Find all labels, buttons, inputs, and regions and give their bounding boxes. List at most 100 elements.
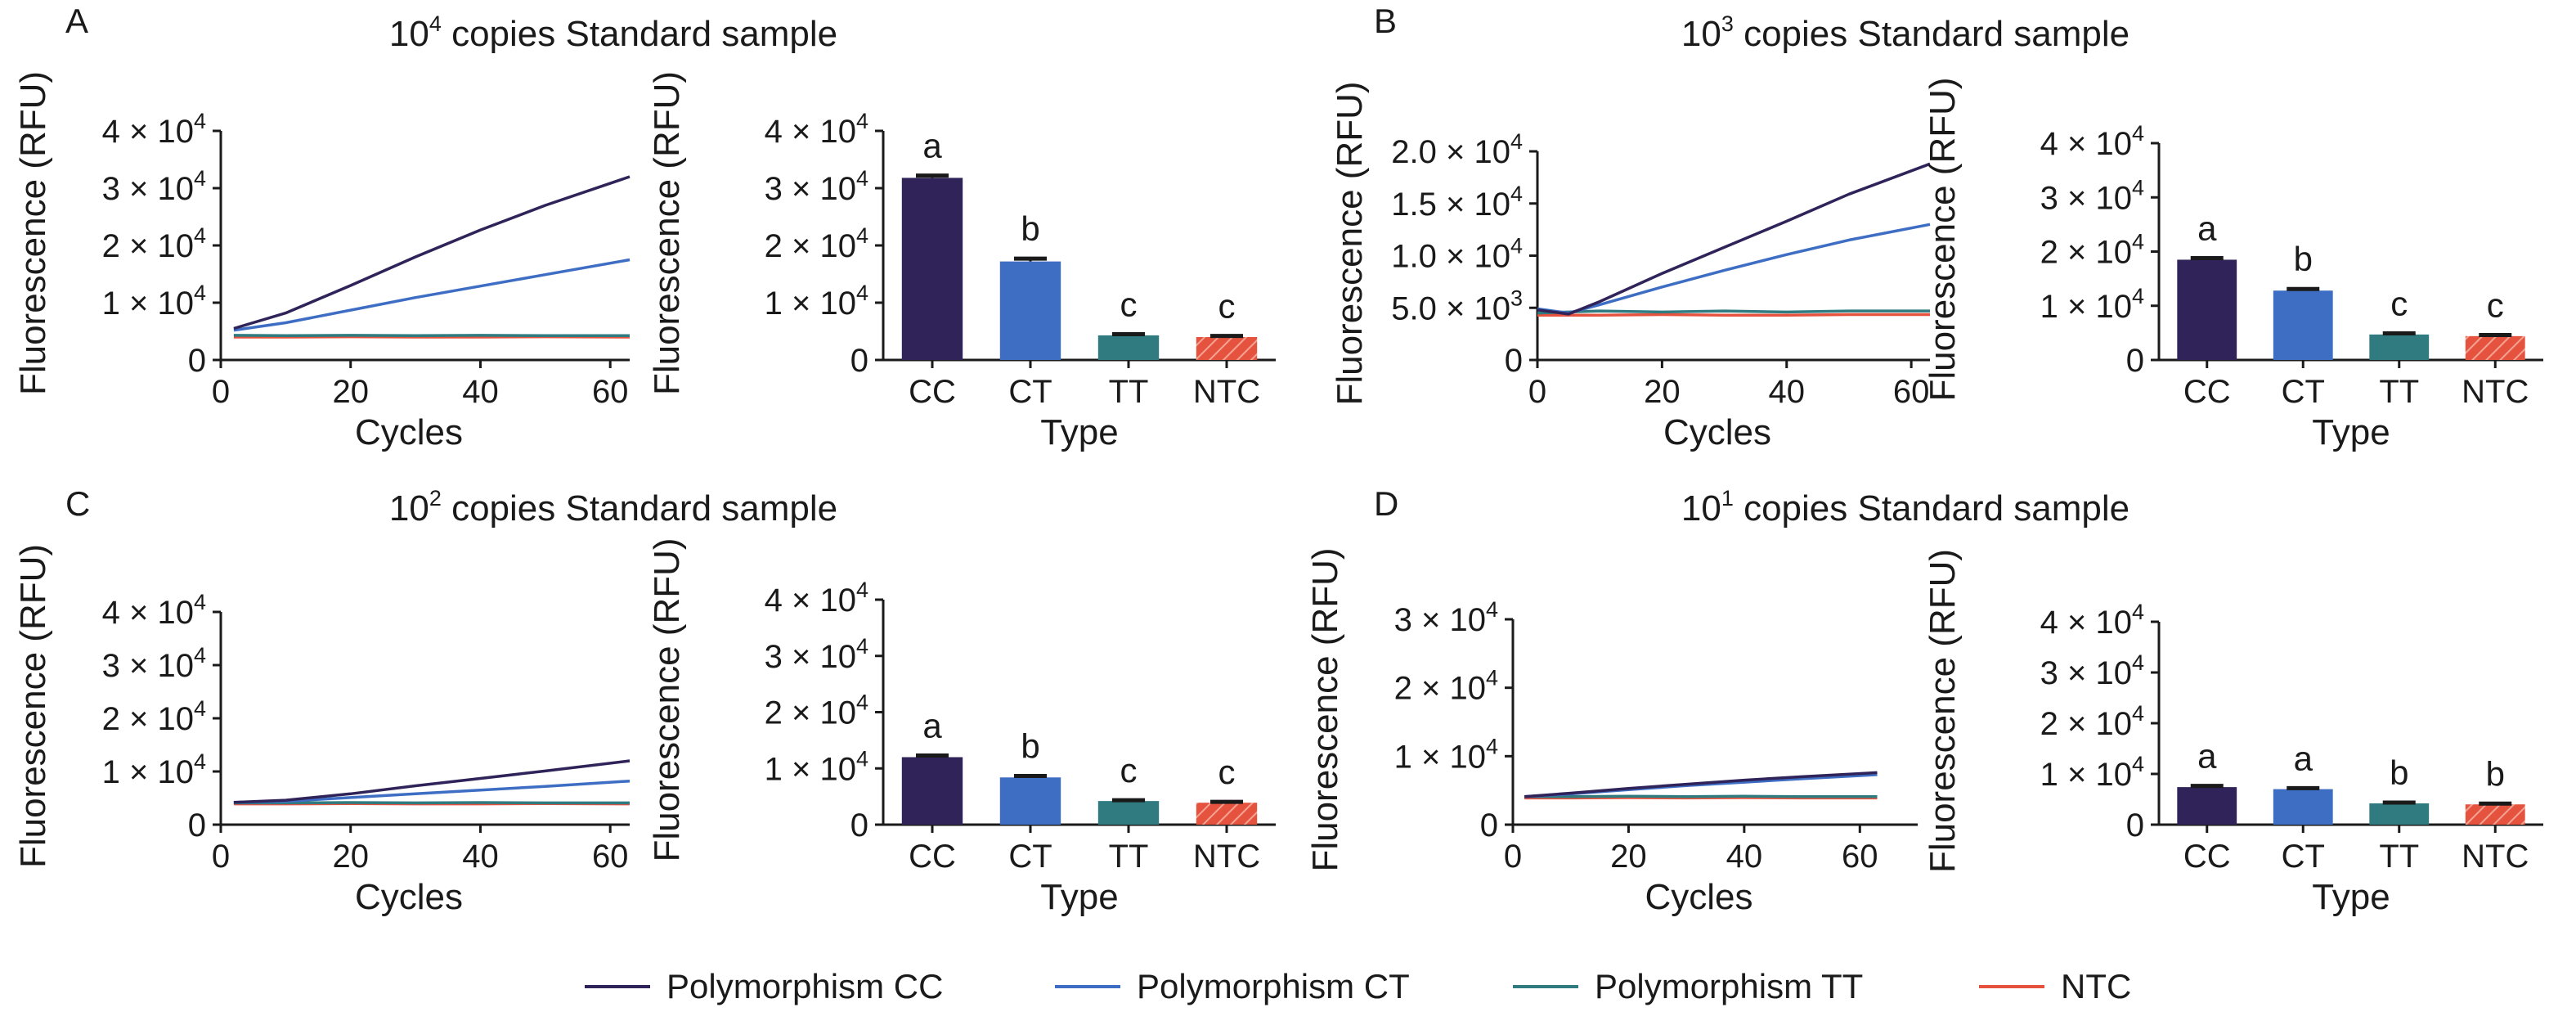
x-axis-label: Cycles bbox=[355, 877, 463, 917]
bar-cc bbox=[901, 757, 963, 825]
y-tick-label-exponent: 4 bbox=[194, 590, 206, 614]
y-tick-label-mantissa: 3 × 10 bbox=[1394, 602, 1486, 638]
x-tick-label: NTC bbox=[2462, 839, 2529, 875]
panel-title-base: 10 bbox=[389, 14, 429, 54]
y-tick-label: 2 × 104 bbox=[765, 690, 868, 731]
y-tick-label: 2 × 104 bbox=[102, 696, 206, 737]
panel-letter: B bbox=[1374, 2, 1397, 40]
y-tick-label: 1 × 104 bbox=[102, 749, 206, 790]
bar-cc bbox=[901, 178, 963, 360]
panel-title: 101 copies Standard sample bbox=[1681, 486, 2129, 528]
y-axis-label: Fluorescence (RFU) bbox=[1330, 81, 1370, 405]
y-tick-label: 0 bbox=[850, 807, 868, 843]
y-tick-label: 0 bbox=[1505, 343, 1523, 379]
y-tick-label-mantissa: 4 × 10 bbox=[765, 582, 856, 618]
y-tick-label-mantissa: 2 × 10 bbox=[102, 228, 194, 264]
legend-label: Polymorphism TT bbox=[1595, 967, 1863, 1005]
y-tick-label: 3 × 104 bbox=[1394, 597, 1498, 638]
bar-ct bbox=[2273, 290, 2333, 360]
y-tick-label: 4 × 104 bbox=[2040, 121, 2144, 162]
y-tick-label: 0 bbox=[850, 343, 868, 379]
y-tick-label-exponent: 4 bbox=[2132, 650, 2144, 675]
x-tick-label: NTC bbox=[1193, 374, 1260, 410]
y-tick-label: 2 × 104 bbox=[1394, 666, 1498, 707]
significance-label: c bbox=[1218, 287, 1236, 326]
x-tick-label: 60 bbox=[592, 374, 629, 410]
y-tick-label-mantissa: 0 bbox=[188, 807, 206, 843]
y-tick-label-exponent: 4 bbox=[2132, 230, 2144, 254]
significance-label: c bbox=[1120, 286, 1138, 324]
x-tick-label: TT bbox=[2379, 374, 2419, 410]
y-tick-label: 4 × 104 bbox=[102, 109, 206, 150]
x-tick-label: TT bbox=[1109, 839, 1149, 875]
y-tick-label-mantissa: 4 × 10 bbox=[2040, 126, 2132, 162]
y-tick-label-mantissa: 2 × 10 bbox=[765, 228, 856, 264]
y-tick-label-mantissa: 3 × 10 bbox=[765, 639, 856, 675]
y-tick-label: 3 × 104 bbox=[765, 634, 868, 675]
y-tick-label-mantissa: 1.0 × 10 bbox=[1391, 239, 1510, 275]
y-axis-label: Fluorescence (RFU) bbox=[1305, 547, 1345, 871]
significance-label: a bbox=[2294, 739, 2313, 777]
panel-title-text: copies Standard sample bbox=[1734, 488, 2129, 528]
panel-title-base: 10 bbox=[1681, 14, 1721, 54]
y-tick-label: 5.0 × 103 bbox=[1391, 286, 1523, 326]
x-tick-label: 20 bbox=[332, 374, 369, 410]
x-tick-label: 0 bbox=[212, 839, 230, 875]
x-tick-label: 60 bbox=[1893, 374, 1930, 410]
y-tick-label: 4 × 104 bbox=[765, 578, 868, 618]
significance-label: c bbox=[2487, 286, 2504, 325]
y-tick-label-mantissa: 4 × 10 bbox=[102, 114, 194, 150]
x-axis-label: Cycles bbox=[1645, 877, 1752, 917]
y-tick-label: 0 bbox=[1480, 807, 1498, 843]
x-tick-label: 20 bbox=[1610, 839, 1647, 875]
significance-label: c bbox=[1218, 753, 1236, 791]
y-tick-label-exponent: 4 bbox=[1486, 734, 1498, 758]
series-line-tt bbox=[1537, 309, 1930, 315]
panel-title-base: 10 bbox=[389, 488, 429, 528]
significance-label: b bbox=[2486, 754, 2505, 793]
y-tick-label-mantissa: 4 × 10 bbox=[2040, 605, 2132, 641]
y-tick-label-exponent: 4 bbox=[1510, 234, 1523, 259]
series-line-ct bbox=[233, 258, 631, 332]
y-tick-label-mantissa: 3 × 10 bbox=[2040, 655, 2132, 691]
y-tick-label: 3 × 104 bbox=[102, 643, 206, 684]
x-tick-label: 20 bbox=[332, 839, 369, 875]
y-tick-label-exponent: 4 bbox=[856, 166, 868, 191]
panel-title: 104 copies Standard sample bbox=[389, 11, 837, 54]
y-tick-label-mantissa: 0 bbox=[1505, 343, 1523, 379]
significance-label: b bbox=[1021, 727, 1039, 766]
y-tick-label: 2 × 104 bbox=[2040, 701, 2144, 742]
panel-title-exponent: 1 bbox=[1721, 486, 1734, 510]
x-tick-label: 60 bbox=[1842, 839, 1878, 875]
y-tick-label: 1 × 104 bbox=[765, 746, 868, 787]
line-chart: 0 1 × 104 2 × 104 3 × 104 Fluorescence (RFU)… bbox=[1305, 547, 1918, 917]
x-tick-label: 40 bbox=[1769, 374, 1806, 410]
y-tick-label-exponent: 4 bbox=[194, 281, 206, 305]
y-tick-label-mantissa: 1 × 10 bbox=[1394, 739, 1486, 775]
y-tick-label-mantissa: 2.0 × 10 bbox=[1391, 134, 1510, 170]
y-tick-label-exponent: 4 bbox=[194, 109, 206, 133]
panel-title-text: copies Standard sample bbox=[442, 488, 837, 528]
y-tick-label: 0 bbox=[2126, 807, 2144, 843]
legend-label: Polymorphism CC bbox=[666, 967, 943, 1005]
bar-chart: 0 1 × 104 2 × 104 3 × 104 4 × 104 Fluorescenc… bbox=[647, 537, 1276, 917]
x-axis-label: Cycles bbox=[1663, 412, 1771, 452]
y-tick-label-exponent: 4 bbox=[1510, 182, 1523, 206]
y-tick-label: 4 × 104 bbox=[2040, 600, 2144, 641]
y-tick-label: 2 × 104 bbox=[102, 223, 206, 264]
y-axis-label: Fluorescence (RFU) bbox=[647, 537, 687, 861]
legend-label: NTC bbox=[2061, 967, 2131, 1005]
x-tick-label: NTC bbox=[1193, 839, 1260, 875]
y-tick-label: 4 × 104 bbox=[765, 109, 868, 150]
y-tick-label-mantissa: 1 × 10 bbox=[765, 286, 856, 322]
panel-title: 102 copies Standard sample bbox=[389, 486, 837, 528]
x-axis-label: Type bbox=[2312, 412, 2390, 452]
x-tick-label: 20 bbox=[1644, 374, 1681, 410]
x-tick-label: TT bbox=[1109, 374, 1149, 410]
legend-label: Polymorphism CT bbox=[1137, 967, 1410, 1005]
significance-label: a bbox=[922, 127, 942, 165]
series-line-cc bbox=[233, 175, 631, 331]
x-axis-label: Cycles bbox=[355, 412, 463, 452]
